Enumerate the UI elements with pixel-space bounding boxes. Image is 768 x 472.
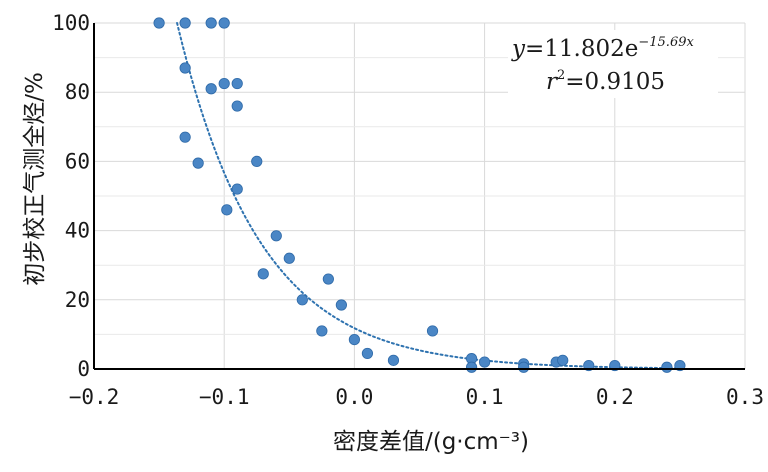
- y-tick-labels: 0 20 40 60 80 100: [52, 11, 90, 381]
- y-axis-title: 初步校正气测全烃/%: [22, 72, 48, 286]
- data-point: [348, 333, 360, 346]
- x-tick-label: −0.1: [199, 385, 250, 409]
- data-point: [257, 268, 269, 280]
- equation-lhs: y: [511, 36, 526, 62]
- data-point: [251, 155, 263, 167]
- data-point: [179, 62, 191, 74]
- data-point: [218, 77, 230, 90]
- data-point: [231, 77, 243, 90]
- y-tick-label: 60: [65, 149, 90, 173]
- data-points: [153, 17, 686, 373]
- plot-frame: [93, 23, 745, 370]
- data-point: [387, 354, 400, 366]
- data-point: [316, 325, 328, 337]
- data-point: [322, 273, 334, 285]
- fit-curve-layer: [176, 22, 681, 370]
- data-point: [426, 325, 439, 337]
- data-point: [518, 361, 530, 373]
- data-point: [231, 183, 243, 195]
- data-point: [283, 252, 295, 264]
- r2-lhs: r: [546, 69, 559, 95]
- x-tick-label: −0.2: [69, 385, 120, 409]
- equation-body: =11.802e: [525, 36, 638, 62]
- x-tick-label: 0.2: [596, 385, 634, 409]
- x-tick-label: 0.0: [335, 385, 373, 409]
- data-point: [192, 157, 204, 169]
- y-tick-label: 0: [77, 357, 90, 381]
- data-point: [205, 83, 217, 95]
- data-point: [218, 17, 230, 29]
- equation-text: y=11.802e−15.69x: [511, 35, 694, 62]
- grid-lines: [93, 22, 746, 370]
- x-axis-title: 密度差值/(g·cm⁻³): [333, 429, 529, 455]
- data-point: [205, 17, 217, 29]
- equation-exponent: −15.69x: [638, 35, 694, 50]
- data-point: [361, 347, 374, 360]
- data-point: [465, 361, 478, 373]
- annotation-background: [508, 30, 718, 98]
- r2-sup: 2: [557, 68, 565, 83]
- x-tick-label: 0.1: [466, 385, 504, 409]
- data-point: [231, 100, 243, 112]
- r-squared-text: r2=0.9105: [546, 68, 665, 95]
- data-point: [221, 204, 233, 216]
- y-tick-label: 80: [65, 80, 90, 104]
- r2-value: =0.9105: [565, 69, 665, 95]
- data-point: [478, 356, 491, 368]
- equation-annotation: y=11.802e−15.69x r2=0.9105: [508, 30, 718, 98]
- data-point: [335, 299, 347, 311]
- data-point: [270, 230, 282, 242]
- data-point: [557, 354, 569, 366]
- fit-curve: [176, 22, 681, 370]
- y-tick-label: 100: [52, 11, 90, 35]
- data-point: [179, 131, 191, 143]
- data-point: [661, 361, 673, 373]
- y-tick-label: 20: [65, 288, 90, 312]
- data-point: [153, 17, 165, 29]
- y-tick-label: 40: [65, 219, 90, 243]
- data-point: [179, 17, 191, 29]
- x-tick-labels: −0.2 −0.1 0.0 0.1 0.2 0.3: [69, 385, 764, 409]
- x-tick-label: 0.3: [726, 385, 764, 409]
- data-point: [296, 294, 308, 306]
